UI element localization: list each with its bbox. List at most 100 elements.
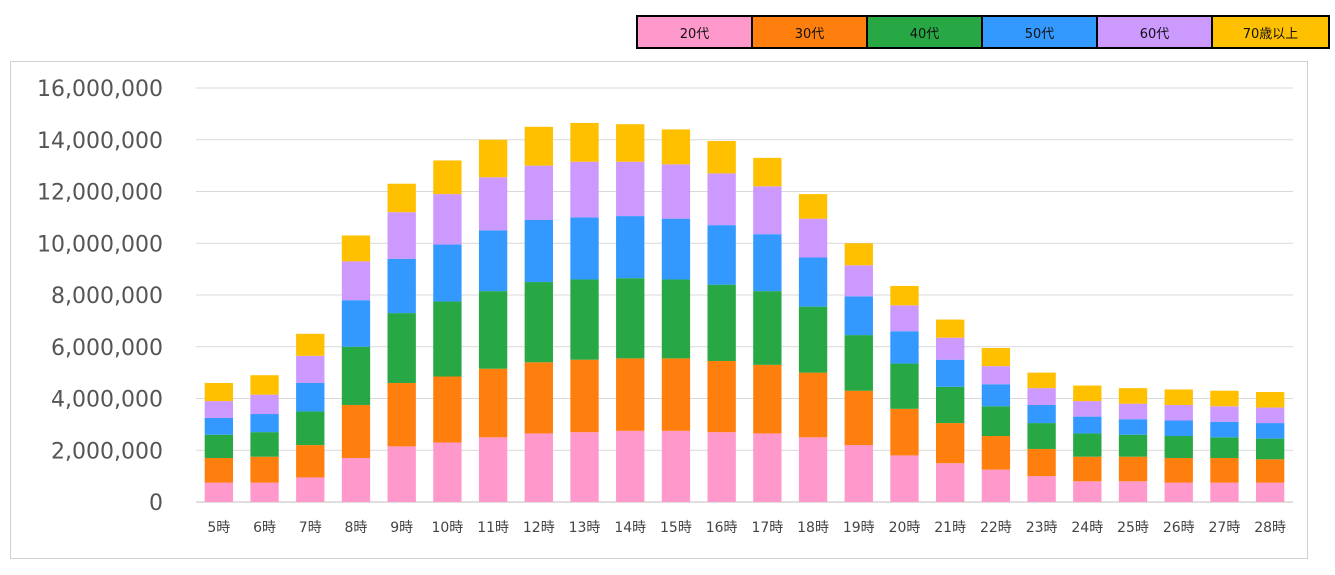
bar-segment [1118, 388, 1148, 404]
x-tick-label: 10時 [431, 520, 463, 536]
bar-segment [1073, 401, 1102, 417]
y-tick-label: 16,000,000 [37, 77, 163, 102]
x-tick-label: 11時 [477, 520, 509, 536]
legend-item: 70歳以上 [1213, 17, 1328, 47]
bar-segment [890, 363, 919, 409]
bar-segment [433, 376, 462, 443]
bar-segment [1164, 482, 1193, 502]
legend: 20代 30代 40代 50代 60代 70歳以上 [636, 15, 1330, 49]
bar-segment [844, 243, 873, 266]
bar-segment [1027, 388, 1056, 405]
bar-segment [1164, 404, 1193, 421]
bar-segment [661, 430, 691, 502]
bar-segment [844, 296, 873, 336]
bar-segment [661, 279, 691, 359]
x-tick-label: 15時 [660, 520, 692, 536]
x-tick-label: 14時 [614, 520, 646, 536]
x-tick-label: 18時 [797, 520, 829, 536]
bar-segment [296, 411, 325, 446]
bar-segment [981, 348, 1011, 367]
bar-segment [1255, 392, 1285, 408]
bar-segment [1210, 458, 1239, 483]
bar-segment [204, 482, 234, 502]
bar-segment [1118, 419, 1148, 435]
y-tick-label: 12,000,000 [37, 181, 163, 206]
bar-segment [753, 157, 782, 187]
bar-segment [1164, 458, 1193, 483]
bar-segment [707, 173, 736, 226]
bar-segment [661, 164, 691, 219]
bar-segment [570, 359, 599, 433]
bar-segment [798, 437, 828, 502]
bar-segment [661, 129, 691, 165]
x-tick-label: 22時 [980, 520, 1012, 536]
bar-segment [296, 333, 325, 356]
bar-segment [981, 469, 1011, 502]
bar-segment [1118, 434, 1148, 457]
bar-segment [250, 394, 279, 415]
bar-segment [1073, 433, 1102, 457]
bar-segment [524, 362, 553, 434]
bar-segment [387, 183, 416, 213]
bar-segment [570, 122, 599, 162]
bar-segment [616, 358, 645, 431]
x-tick-label: 13時 [569, 520, 601, 536]
bar-segment [616, 278, 645, 359]
x-tick-label: 16時 [706, 520, 738, 536]
bar-segment [387, 212, 416, 259]
bar-segment [890, 455, 919, 502]
bar-segment [1073, 385, 1102, 402]
bar-segment [296, 355, 325, 383]
bar-segment [936, 359, 965, 387]
bar-segment [387, 313, 416, 383]
bar-segment [387, 382, 416, 447]
x-tick-label: 17時 [751, 520, 783, 536]
bar-segment [296, 477, 325, 502]
bar-segment [1027, 404, 1056, 424]
bar-segment [341, 346, 371, 405]
legend-item: 60代 [1098, 17, 1213, 47]
bar-segment [204, 401, 234, 418]
bar-segment [204, 382, 234, 402]
bar-segment [1164, 420, 1193, 437]
bar-segment [798, 372, 828, 438]
bar-segment [1255, 423, 1285, 439]
bar-segment [1210, 390, 1239, 407]
bar-segment [341, 235, 371, 262]
legend-item: 30代 [753, 17, 868, 47]
bar-segment [753, 234, 782, 292]
bar-segment [661, 218, 691, 280]
bar-segment [1255, 438, 1285, 460]
bar-segment [890, 285, 919, 306]
bar-segment [1164, 389, 1193, 405]
x-tick-label: 6時 [253, 520, 276, 536]
bar-segment [616, 430, 645, 502]
bar-segment [478, 437, 508, 502]
x-tick-label: 20時 [889, 520, 921, 536]
bar-segment [707, 432, 736, 502]
y-tick-label: 10,000,000 [37, 232, 163, 257]
bar-segment [707, 141, 736, 174]
y-tick-label: 8,000,000 [51, 284, 163, 309]
bar-segment [1118, 456, 1148, 482]
bar-segment [250, 432, 279, 457]
bar-segment [1118, 403, 1148, 420]
x-tick-label: 24時 [1071, 520, 1103, 536]
x-tick-label: 12時 [523, 520, 555, 536]
bar-segment [936, 463, 965, 502]
bar-segment [1210, 482, 1239, 502]
x-tick-label: 9時 [390, 520, 413, 536]
y-tick-label: 6,000,000 [51, 336, 163, 361]
bar-segment [433, 194, 462, 245]
bar-segment [1210, 421, 1239, 438]
legend-item: 50代 [983, 17, 1098, 47]
bar-segment [570, 432, 599, 502]
bar-segment [1027, 448, 1056, 477]
bar-segment [981, 366, 1011, 385]
bar-segment [798, 257, 828, 307]
x-tick-label: 19時 [843, 520, 875, 536]
bar-segment [1073, 456, 1102, 482]
x-tick-label: 23時 [1026, 520, 1058, 536]
x-tick-label: 5時 [207, 520, 230, 536]
y-tick-label: 2,000,000 [51, 439, 163, 464]
